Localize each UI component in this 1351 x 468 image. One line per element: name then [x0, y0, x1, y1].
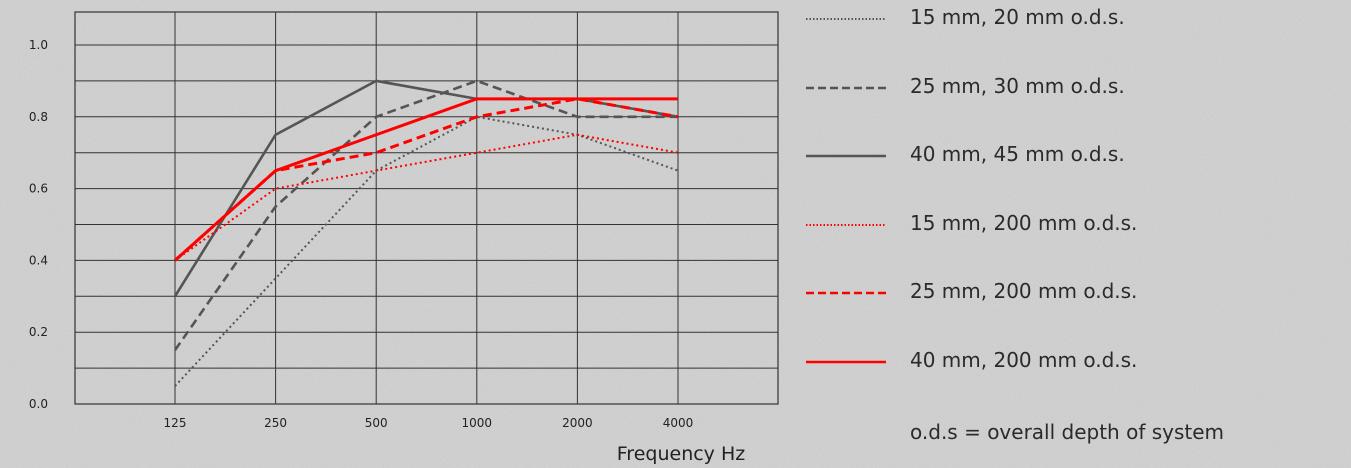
legend-label: 40 mm, 200 mm o.d.s.	[910, 347, 1138, 372]
legend-label: 40 mm, 45 mm o.d.s.	[910, 142, 1125, 166]
grid	[75, 12, 778, 404]
series-lines	[173, 79, 679, 387]
y-tick-label: 0.4	[29, 253, 48, 267]
x-axis: 125 250 500 1000 2000 4000	[164, 416, 694, 430]
y-axis: 0.0 0.2 0.4 0.6 0.8 1.0	[29, 38, 48, 411]
y-tick-label: 0.2	[29, 325, 48, 339]
legend-note: o.d.s = overall depth of system	[910, 420, 1225, 444]
legend-label: 25 mm, 200 mm o.d.s.	[910, 279, 1138, 303]
x-tick-label: 125	[164, 416, 187, 430]
x-tick-label: 250	[264, 416, 287, 430]
series-line-2	[173, 79, 678, 351]
legend-swatch	[806, 154, 886, 158]
legend-item: 25 mm, 30 mm o.d.s.	[800, 69, 1351, 105]
legend-swatch	[806, 86, 886, 89]
y-tick-label: 0.8	[29, 110, 48, 124]
y-tick-label: 0.0	[29, 397, 48, 411]
legend-swatch	[806, 291, 886, 295]
legend-label: 25 mm, 30 mm o.d.s.	[910, 73, 1125, 98]
y-tick-label: 1.0	[29, 38, 48, 52]
legend-swatch	[806, 360, 886, 363]
legend-item: 25 mm, 200 mm o.d.s.	[800, 274, 1351, 310]
y-tick-label: 0.6	[29, 182, 48, 196]
legend-item: 40 mm, 200 mm o.d.s.	[800, 343, 1351, 379]
x-tick-label: 1000	[462, 416, 493, 430]
series-line-6	[174, 97, 678, 262]
legend-item: 15 mm, 20 mm o.d.s.	[800, 0, 1351, 36]
series-line-4	[174, 133, 679, 262]
legend: 15 mm, 20 mm o.d.s. 25 mm, 30 mm o.d.s. 40…	[800, 0, 1351, 468]
x-axis-label: Frequency Hz	[617, 443, 745, 465]
plot-frame	[74, 11, 779, 405]
legend-label: 15 mm, 200 mm o.d.s.	[910, 210, 1138, 235]
series-line-5	[174, 97, 679, 262]
x-tick-label: 500	[365, 416, 388, 430]
x-tick-label: 2000	[562, 416, 593, 430]
chart: 0.0 0.2 0.4 0.6 0.8 1.0 125 250 500 1000 2000 4000…	[29, 11, 779, 465]
legend-swatch	[806, 223, 886, 226]
legend-item: 15 mm, 200 mm o.d.s.	[800, 206, 1351, 242]
series-line-1	[174, 115, 679, 387]
legend-swatch	[806, 18, 886, 20]
legend-item: 40 mm, 45 mm o.d.s.	[800, 137, 1351, 173]
x-tick-label: 4000	[663, 416, 694, 430]
legend-label: 15 mm, 20 mm o.d.s.	[910, 5, 1125, 29]
